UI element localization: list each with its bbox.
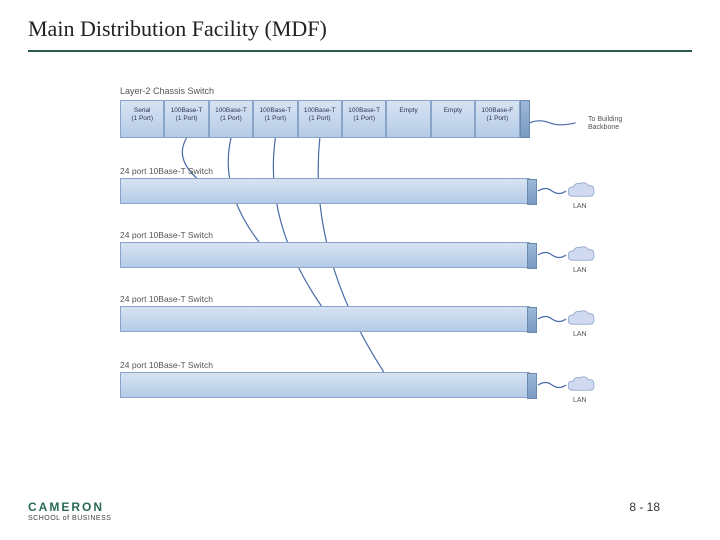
logo-sub: SCHOOL of BUSINESS: [28, 515, 111, 522]
chassis-slot: Empty: [386, 100, 430, 138]
footer-logo: CAMERON SCHOOL of BUSINESS: [28, 500, 111, 522]
lan-cloud-label: LAN: [573, 397, 587, 404]
switch-bar: [120, 178, 530, 204]
switch-bar: [120, 242, 530, 268]
lan-cloud: [566, 245, 596, 265]
switch-label: 24 port 10Base-T Switch: [120, 294, 213, 304]
chassis-slot: 100Base-T(1 Port): [253, 100, 297, 138]
switch-bar: [120, 372, 530, 398]
page-title: Main Distribution Facility (MDF): [28, 16, 327, 42]
chassis-slot: 100Base-T(1 Port): [209, 100, 253, 138]
switch-label: 24 port 10Base-T Switch: [120, 230, 213, 240]
chassis-slot: Empty: [431, 100, 475, 138]
lan-cloud: [566, 309, 596, 329]
chassis-slot: Serial(1 Port): [120, 100, 164, 138]
lan-cloud-label: LAN: [573, 331, 587, 338]
lan-cloud-label: LAN: [573, 267, 587, 274]
page-number: 8 - 18: [629, 500, 660, 514]
chassis-slot-row: Serial(1 Port)100Base-T(1 Port)100Base-T…: [120, 100, 530, 138]
diagram-area: Layer-2 Chassis Switch Serial(1 Port)100…: [120, 86, 650, 476]
backbone-label: To BuildingBackbone: [588, 116, 622, 131]
chassis-slot: 100Base-T(1 Port): [164, 100, 208, 138]
chassis-slot: 100Base-T(1 Port): [298, 100, 342, 138]
cables-svg: [120, 86, 650, 476]
switch-label: 24 port 10Base-T Switch: [120, 360, 213, 370]
title-rule: [28, 50, 692, 52]
switch-bar: [120, 306, 530, 332]
chassis-slot: 100Base-F(1 Port): [475, 100, 519, 138]
logo-name: CAMERON: [28, 500, 111, 514]
lan-cloud-label: LAN: [573, 203, 587, 210]
chassis-slot: 100Base-T(1 Port): [342, 100, 386, 138]
chassis-label: Layer-2 Chassis Switch: [120, 86, 214, 96]
switch-label: 24 port 10Base-T Switch: [120, 166, 213, 176]
lan-cloud: [566, 375, 596, 395]
lan-cloud: [566, 181, 596, 201]
chassis-end-cap: [520, 100, 530, 138]
